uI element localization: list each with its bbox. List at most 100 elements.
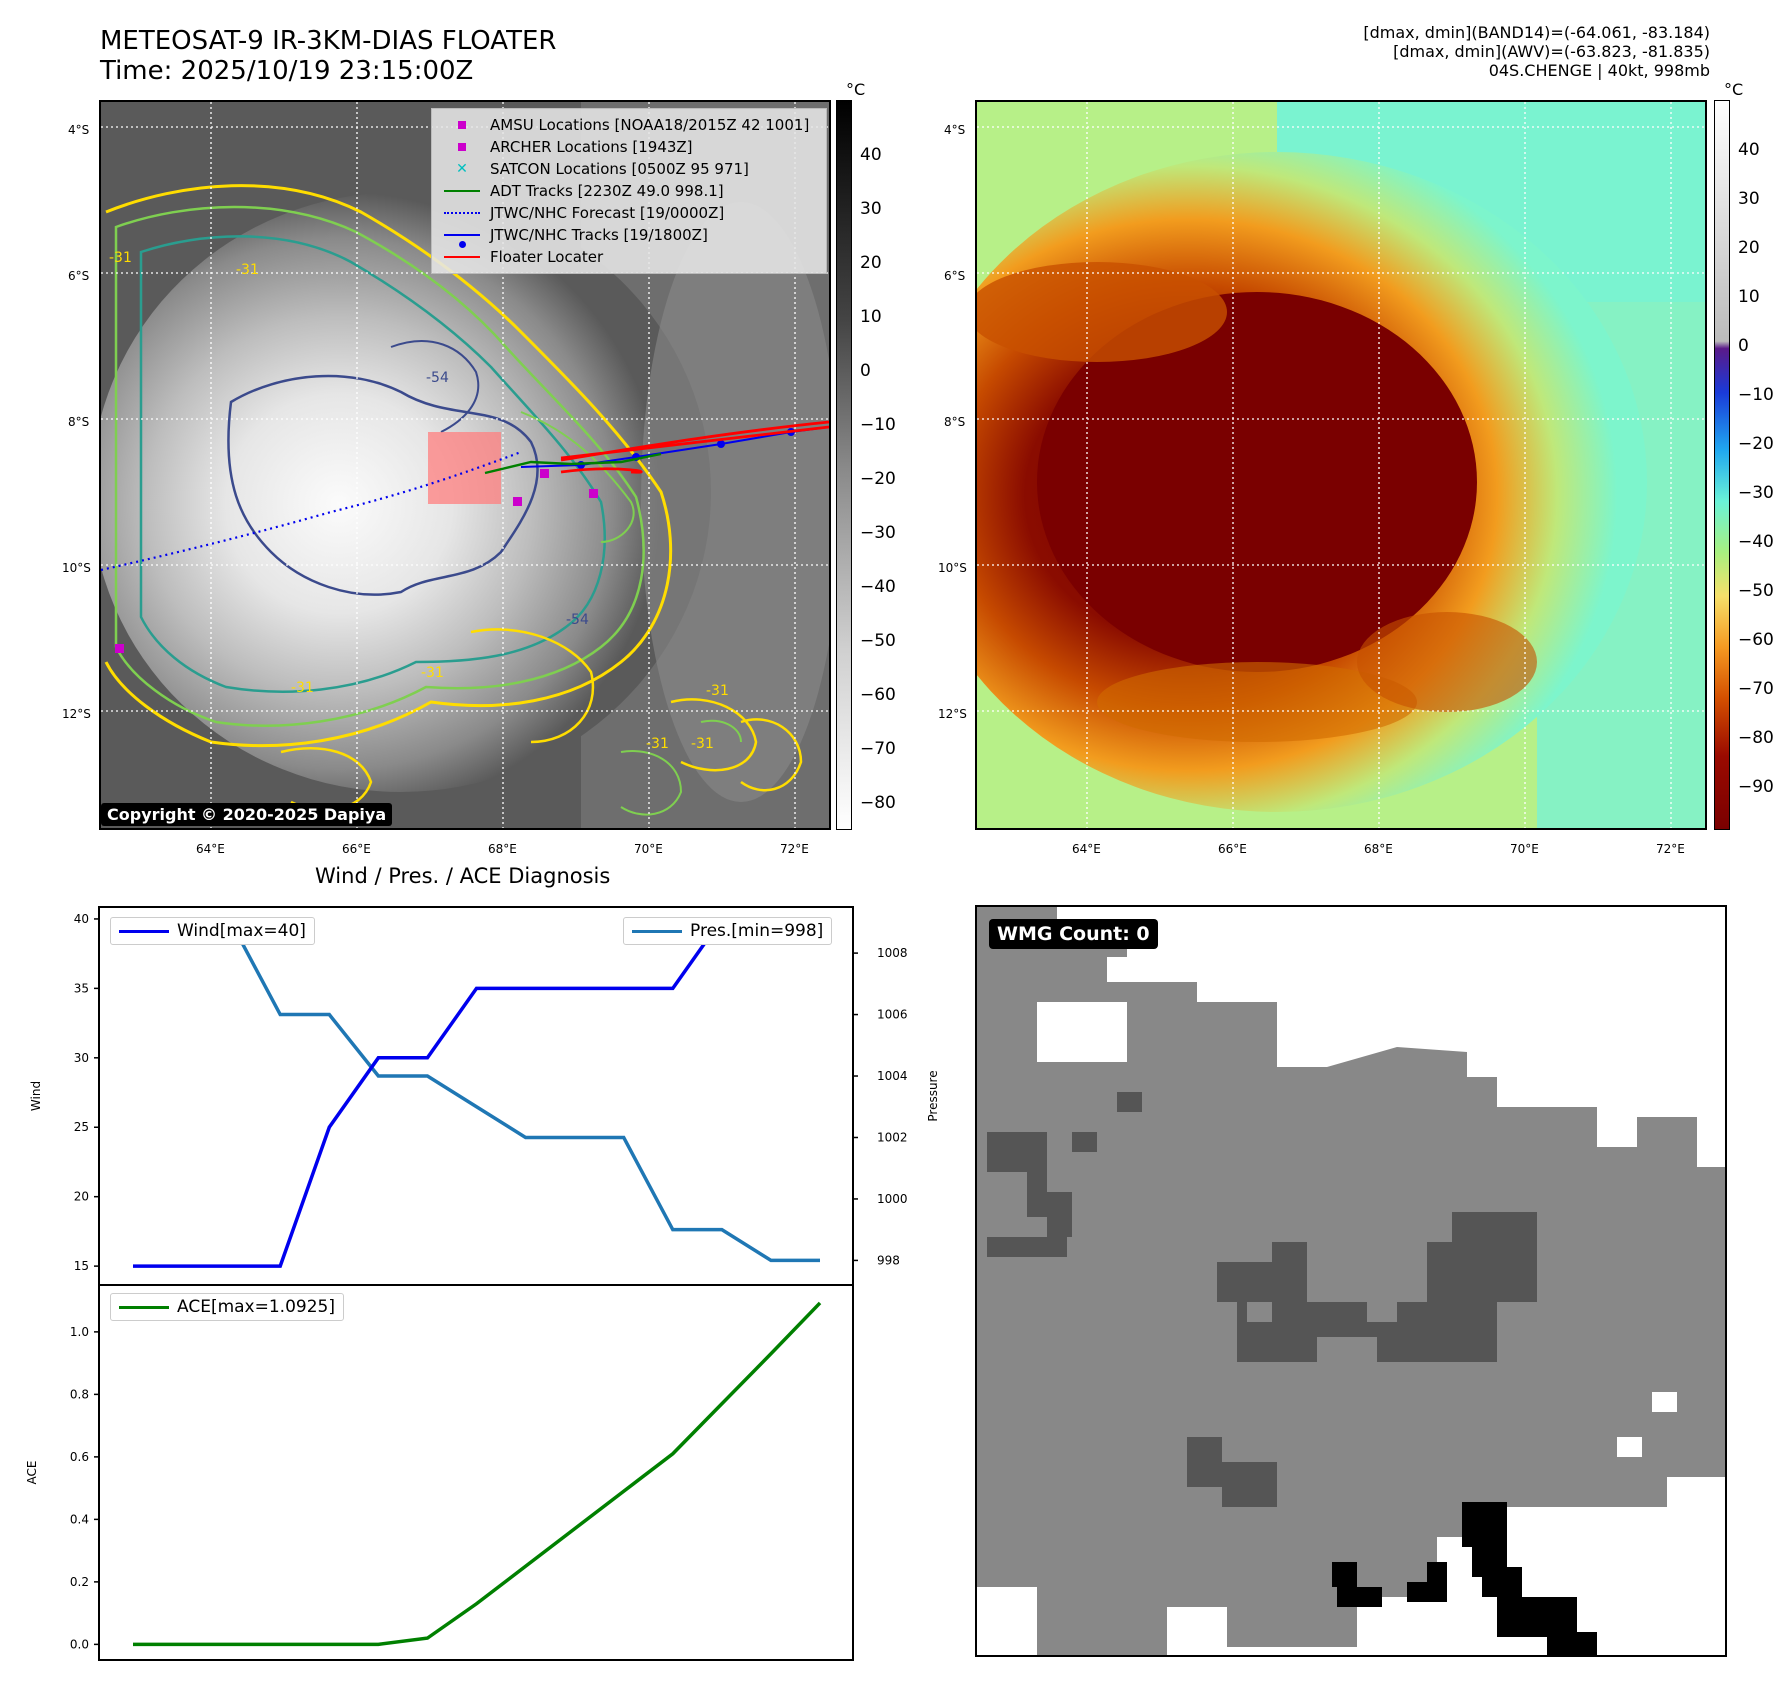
- ace-y-tick-label: 1.0: [70, 1325, 89, 1339]
- line-marker-icon: [444, 234, 480, 236]
- awv-colorbar-tick: 20: [1738, 238, 1760, 258]
- contour-label: -31: [646, 736, 669, 752]
- ace-y-tick-label: 0.8: [70, 1387, 89, 1401]
- wmg-panel: WMG Count: 0: [975, 905, 1727, 1657]
- line-icon: [119, 1305, 169, 1309]
- wind-y-tick-label: 40: [74, 912, 89, 926]
- awv-colorbar-tick: −10: [1738, 385, 1774, 405]
- dotted-line-icon: [444, 212, 480, 214]
- figure-title-line2: Time: 2025/10/19 23:15:00Z: [100, 56, 474, 86]
- ir-colorbar-tick: −50: [860, 631, 896, 651]
- ir-colorbar-tick: −60: [860, 685, 896, 705]
- lon-label: 68°E: [488, 842, 517, 856]
- floater-locater-box: [428, 432, 501, 504]
- wind-axis-label: Wind: [29, 1081, 43, 1111]
- contour-label: -54: [566, 612, 589, 628]
- ir-colorbar-tick: −70: [860, 739, 896, 759]
- awv-colorbar-tick: 30: [1738, 189, 1760, 209]
- awv-gridlines: [977, 102, 1705, 828]
- adt-track: [484, 452, 662, 475]
- archer-location-marker: [589, 489, 598, 498]
- wind-legend: Wind[max=40]: [110, 917, 315, 945]
- wind-y-tick-label: 30: [74, 1051, 89, 1065]
- awv-colorbar-tick: −50: [1738, 581, 1774, 601]
- awv-colorbar-tick: −20: [1738, 434, 1774, 454]
- figure-title-line1: METEOSAT-9 IR-3KM-DIAS FLOATER: [100, 26, 557, 56]
- amsu-location-marker: [540, 469, 549, 478]
- wind-line: [133, 917, 820, 1268]
- pressure-y-tick-label: 1006: [877, 1008, 908, 1022]
- lon-label: 68°E: [1364, 842, 1393, 856]
- awv-satellite-panel: [975, 100, 1707, 830]
- wind-y-tick-label: 35: [74, 981, 89, 995]
- awv-colorbar-tick: −30: [1738, 483, 1774, 503]
- ace-legend: ACE[max=1.0925]: [110, 1293, 344, 1321]
- map-legend: AMSU Locations [NOAA18/2015Z 42 1001] AR…: [431, 108, 827, 274]
- awv-satellite-image: [977, 102, 1705, 828]
- wmg-dark-region: [987, 1092, 1537, 1507]
- wmg-white-gaps: [1037, 1002, 1677, 1457]
- lat-label: 4°S: [68, 123, 90, 137]
- awv-colorbar: [1714, 100, 1730, 830]
- square-marker-icon: [458, 143, 466, 151]
- lon-label: 70°E: [1510, 842, 1539, 856]
- pressure-y-tick-label: 1004: [877, 1069, 908, 1083]
- lon-label: 66°E: [1218, 842, 1247, 856]
- archer-location-marker: [513, 497, 522, 506]
- legend-item-satcon: ✕ SATCON Locations [0500Z 95 971]: [456, 160, 749, 178]
- wind-y-tick-label: 25: [74, 1120, 89, 1134]
- awv-colorbar-tick: −90: [1738, 777, 1774, 797]
- ace-y-tick-label: 0.4: [70, 1512, 89, 1526]
- ace-line: [133, 1301, 822, 1647]
- stats-line1: [dmax, dmin](BAND14)=(-64.061, -83.184): [1363, 23, 1710, 42]
- wmg-classification-map: [977, 907, 1725, 1655]
- lon-label: 70°E: [634, 842, 663, 856]
- ir-colorbar-tick: −30: [860, 523, 896, 543]
- contour-label: -31: [291, 680, 314, 696]
- wmg-black-region: [1332, 1502, 1597, 1655]
- legend-item-jtwc-tracks: JTWC/NHC Tracks [19/1800Z]: [440, 224, 818, 248]
- ir-colorbar-tick: 30: [860, 199, 882, 219]
- pressure-y-tick-label: 1002: [877, 1130, 908, 1144]
- awv-colorbar-tick: 40: [1738, 140, 1760, 160]
- ace-y-tick-label: 0.0: [70, 1637, 89, 1651]
- diagnosis-title: Wind / Pres. / ACE Diagnosis: [315, 864, 611, 888]
- ir-colorbar-tick: 40: [860, 145, 882, 165]
- archer-location-marker: [115, 644, 124, 653]
- contour-label: -54: [426, 370, 449, 386]
- copyright-badge: Copyright © 2020-2025 Dapiya: [101, 803, 393, 826]
- pressure-axis-label: Pressure: [926, 1070, 940, 1121]
- ace-plot-frame: [98, 1284, 854, 1661]
- wmg-count-badge: WMG Count: 0: [989, 919, 1158, 949]
- legend-item-adt: ADT Tracks [2230Z 49.0 998.1]: [440, 180, 818, 202]
- x-marker-icon: ✕: [456, 161, 468, 177]
- pressure-legend: Pres.[min=998]: [623, 917, 833, 945]
- lat-label: 8°S: [944, 415, 966, 429]
- awv-colorbar-tick: 0: [1738, 336, 1749, 356]
- lat-label: 12°S: [938, 707, 967, 721]
- pressure-y-tick-label: 1008: [877, 946, 908, 960]
- lon-label: 72°E: [1656, 842, 1685, 856]
- ir-colorbar-tick: −80: [860, 793, 896, 813]
- line-icon: [444, 190, 480, 192]
- legend-item-jtwc-forecast: JTWC/NHC Forecast [19/0000Z]: [440, 202, 818, 224]
- ace-y-tick-label: 0.2: [70, 1575, 89, 1589]
- pressure-line: [133, 920, 820, 1263]
- awv-colorbar-tick: −40: [1738, 532, 1774, 552]
- contour-label: -31: [236, 262, 259, 278]
- ir-satellite-panel: -31 -31 -54 -54 -31 -31 -31 -31 -31: [99, 100, 831, 830]
- wind-y-tick-label: 15: [74, 1259, 89, 1273]
- wind-y-tick-label: 20: [74, 1190, 89, 1204]
- lat-label: 6°S: [944, 269, 966, 283]
- contour-label: -31: [421, 665, 444, 681]
- awv-colorbar-tick: −70: [1738, 679, 1774, 699]
- lon-label: 72°E: [780, 842, 809, 856]
- line-icon: [632, 929, 682, 933]
- legend-item-archer: ARCHER Locations [1943Z]: [440, 136, 818, 158]
- ir-colorbar-tick: −40: [860, 577, 896, 597]
- lat-label: 10°S: [938, 561, 967, 575]
- awv-colorbar-tick: 10: [1738, 287, 1760, 307]
- pressure-y-tick-label: 1000: [877, 1192, 908, 1206]
- awv-colorbar-tick: −60: [1738, 630, 1774, 650]
